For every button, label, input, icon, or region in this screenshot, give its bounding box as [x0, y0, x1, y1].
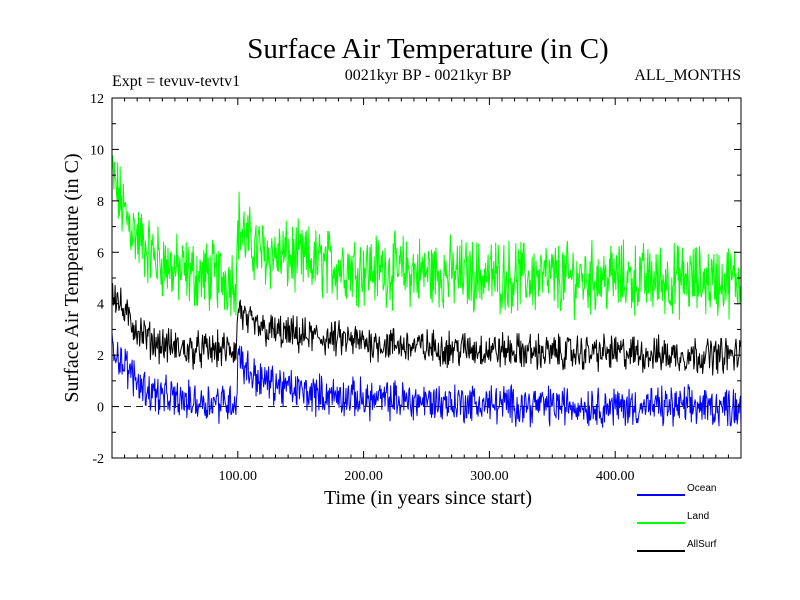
tick-layer: -2 0 2 4 6 8 10 12 100.00 200.00 300.00 400.00: [90, 92, 741, 484]
y-tick-label: -2: [92, 452, 104, 467]
legend-label-allsurf: AllSurf: [687, 539, 717, 550]
series-line-ocean: [112, 332, 741, 428]
y-tick-label: 10: [90, 143, 104, 158]
y-tick-label: 8: [97, 195, 104, 210]
y-tick-label: 12: [90, 92, 104, 107]
legend-label-land: Land: [687, 511, 709, 522]
experiment-label: Expt = tevuv-tevtv1: [112, 73, 240, 90]
legend: Ocean Land AllSurf: [637, 483, 717, 552]
x-axis-label: Time (in years since start): [324, 487, 532, 509]
legend-label-ocean: Ocean: [687, 483, 716, 494]
months-label: ALL_MONTHS: [634, 67, 741, 84]
x-tick-label: 400.00: [596, 469, 635, 484]
series-line-land: [112, 155, 741, 321]
x-tick-label: 100.00: [219, 469, 258, 484]
chart-subtitle: 0021kyr BP - 0021kyr BP: [345, 67, 512, 84]
y-tick-label: 4: [97, 298, 104, 313]
x-tick-label: 300.00: [470, 469, 509, 484]
y-tick-label: 2: [97, 349, 104, 364]
y-axis-label: Surface Air Temperature (in C): [61, 153, 83, 402]
x-tick-label: 200.00: [344, 469, 383, 484]
y-tick-label: 6: [97, 246, 104, 261]
series-line-allsurf: [112, 283, 741, 376]
chart-title: Surface Air Temperature (in C): [247, 33, 608, 65]
plot-area: -2 0 2 4 6 8 10 12 100.00 200.00 300.00 400.00: [90, 92, 742, 484]
y-tick-label: 0: [97, 401, 104, 416]
series-layer: [112, 155, 741, 428]
